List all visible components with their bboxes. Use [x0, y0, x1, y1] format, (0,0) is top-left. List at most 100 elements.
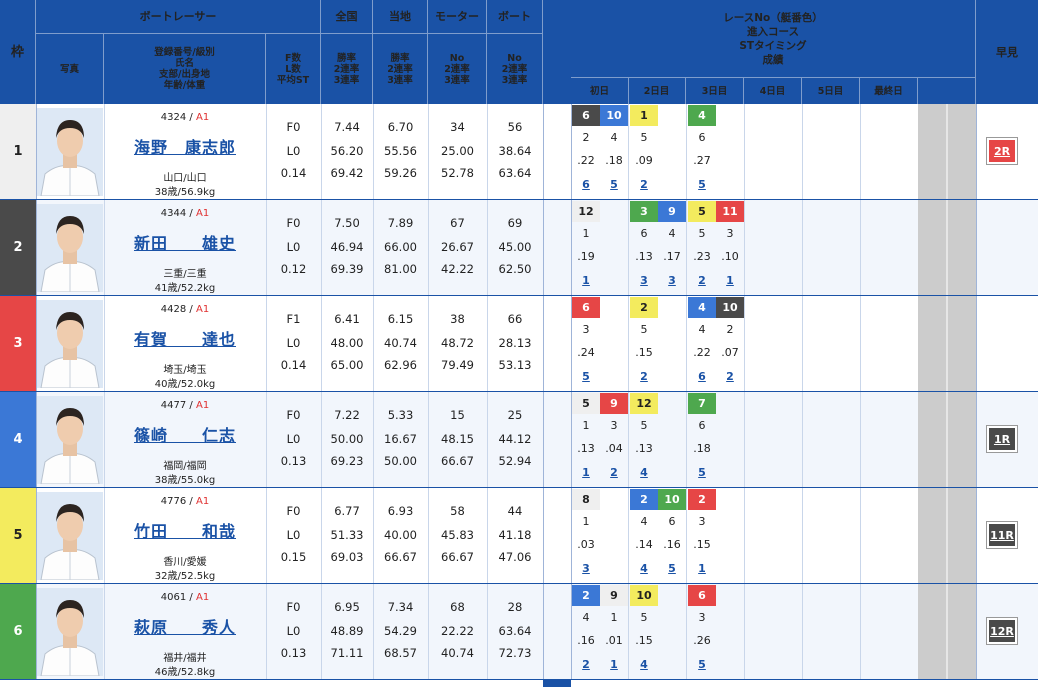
result-link[interactable]: 3: [668, 274, 676, 287]
result-link[interactable]: 2: [610, 466, 618, 479]
race-no-cell: 5: [572, 393, 600, 414]
racer-row: 1 4324 / A1 海野 康志郎 山口/山口 38歳/56.9kg F0 L0 0.14 7…: [0, 104, 1038, 200]
early-race-button[interactable]: 11R: [986, 521, 1018, 549]
result-link[interactable]: 3: [582, 562, 590, 575]
grey-spacer: [918, 104, 976, 199]
racer-name-link[interactable]: 海野 康志郎: [133, 138, 236, 157]
local-header: 当地: [373, 0, 428, 34]
course-cell: 1: [610, 611, 618, 624]
national-stat: 69.23: [330, 454, 364, 468]
st-cell: [600, 246, 628, 267]
result-link[interactable]: 1: [610, 658, 618, 671]
fl-stat: 0.13: [280, 454, 307, 468]
fl-header-l3: 平均ST: [276, 74, 310, 86]
course-cell: 3: [698, 515, 706, 528]
racer-name-link[interactable]: 萩原 秀人: [133, 618, 236, 637]
result-link[interactable]: 2: [582, 658, 590, 671]
result-link[interactable]: 5: [668, 562, 676, 575]
fl-stat: F0: [286, 216, 301, 230]
result-link[interactable]: 5: [698, 178, 706, 191]
result-link[interactable]: [716, 656, 744, 674]
result-link[interactable]: 5: [610, 178, 618, 191]
racer-photo-icon: [37, 492, 103, 580]
boat-sub-l2: 2連率: [501, 63, 528, 75]
local-stat: 7.34: [387, 600, 414, 614]
race-header-l4: 成績: [762, 53, 784, 66]
course-cell: [600, 223, 628, 244]
result-link[interactable]: 6: [582, 178, 590, 191]
st-cell: [600, 534, 628, 555]
course-cell: 4: [610, 131, 618, 144]
early-race-button[interactable]: 12R: [986, 617, 1018, 645]
racer-name-link[interactable]: 新田 雄史: [133, 234, 236, 253]
result-link[interactable]: 4: [640, 466, 648, 479]
racer-name-link[interactable]: 竹田 和哉: [133, 522, 236, 541]
racer-reg: 4477 / A1: [104, 400, 266, 411]
result-link[interactable]: 2: [640, 370, 648, 383]
result-link[interactable]: 5: [582, 370, 590, 383]
result-link[interactable]: 6: [698, 370, 706, 383]
boat-stat: 47.06: [498, 550, 532, 564]
result-link[interactable]: 4: [640, 658, 648, 671]
local-stat: 40.00: [384, 528, 417, 542]
course-cell: 1: [582, 515, 590, 528]
result-link[interactable]: 2: [640, 178, 648, 191]
racer-name-link[interactable]: 有賀 達也: [133, 330, 236, 349]
grey-spacer: [918, 488, 976, 583]
result-link[interactable]: [658, 368, 686, 386]
result-link[interactable]: [600, 272, 628, 290]
race-header-l3: STタイミング: [739, 39, 807, 52]
race-no-cell: [658, 297, 686, 318]
boat-stat: 28: [507, 600, 523, 614]
day-header-4: 4日目: [744, 78, 802, 104]
racer-header: ボートレーサー: [36, 0, 321, 34]
result-link[interactable]: 1: [726, 274, 734, 287]
racer-reg: 4061 / A1: [104, 592, 266, 603]
race-no-cell: 10: [716, 297, 744, 318]
national-stat: 46.94: [330, 240, 364, 254]
result-link[interactable]: [716, 176, 744, 194]
national-stat: 65.00: [330, 358, 364, 372]
st-cell: .16: [663, 538, 681, 551]
result-link[interactable]: 3: [640, 274, 648, 287]
result-link[interactable]: [600, 368, 628, 386]
result-link[interactable]: 1: [582, 466, 590, 479]
st-cell: .04: [605, 442, 623, 455]
table-header: [0, 0, 1038, 104]
local-stat: 7.89: [387, 216, 414, 230]
result-link[interactable]: [658, 176, 686, 194]
st-cell: .10: [721, 250, 739, 263]
early-header: 早見: [996, 45, 1018, 59]
result-link[interactable]: [600, 560, 628, 578]
course-cell: [600, 511, 628, 532]
racer-home: 山口/山口: [163, 173, 207, 184]
st-cell: .22: [577, 154, 595, 167]
st-cell: [658, 150, 686, 171]
st-cell: .17: [663, 250, 681, 263]
result-link[interactable]: 2: [698, 274, 706, 287]
result-link[interactable]: [716, 560, 744, 578]
boat-stat: 63.64: [498, 166, 532, 180]
local-stat: 50.00: [384, 454, 417, 468]
fl-stat: 0.12: [280, 262, 307, 276]
frame-number: 5: [0, 488, 36, 583]
early-race-button[interactable]: 1R: [986, 425, 1018, 453]
racer-name-link[interactable]: 篠崎 仁志: [133, 426, 236, 445]
result-link[interactable]: 1: [698, 562, 706, 575]
result-link[interactable]: [658, 464, 686, 482]
racer-age-weight: 40歳/52.0kg: [154, 379, 216, 390]
boat-stat: 44: [507, 504, 523, 518]
st-cell: .16: [577, 634, 595, 647]
frame-number: 1: [0, 104, 36, 199]
result-link[interactable]: [658, 656, 686, 674]
racer-age-weight: 32歳/52.5kg: [154, 571, 216, 582]
early-race-button[interactable]: 2R: [986, 137, 1018, 165]
result-link[interactable]: 2: [726, 370, 734, 383]
fl-stat: L0: [286, 240, 301, 254]
result-link[interactable]: 5: [698, 658, 706, 671]
result-link[interactable]: 5: [698, 466, 706, 479]
result-link[interactable]: 1: [582, 274, 590, 287]
course-cell: [658, 127, 686, 148]
result-link[interactable]: 4: [640, 562, 648, 575]
result-link[interactable]: [716, 464, 744, 482]
